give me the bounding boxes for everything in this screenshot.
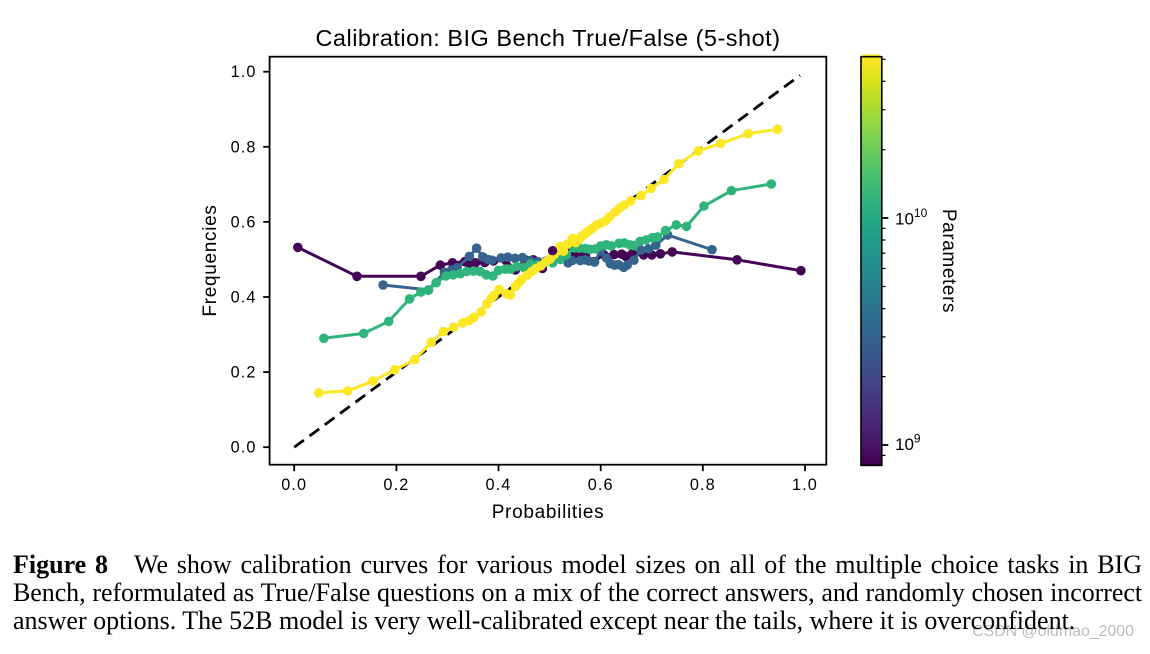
svg-text:109: 109 [895,432,921,455]
svg-text:0.8: 0.8 [690,476,716,494]
svg-text:0.2: 0.2 [231,364,257,382]
svg-text:0.0: 0.0 [281,476,307,494]
svg-text:0.6: 0.6 [231,213,257,231]
svg-text:Probabilities: Probabilities [492,502,605,523]
svg-text:1.0: 1.0 [231,63,257,81]
svg-text:1010: 1010 [895,206,928,229]
svg-text:0.8: 0.8 [231,138,257,156]
svg-text:Parameters: Parameters [938,209,959,313]
svg-text:Frequencies: Frequencies [200,204,221,316]
svg-text:1.0: 1.0 [792,476,818,494]
svg-text:Calibration: BIG Bench True/Fa: Calibration: BIG Bench True/False (5-sho… [315,25,780,51]
svg-text:0.4: 0.4 [231,289,257,307]
svg-text:0.0: 0.0 [231,439,257,457]
svg-text:0.4: 0.4 [486,476,512,494]
svg-text:0.2: 0.2 [383,476,409,494]
svg-text:CSDN @oldmao_2000: CSDN @oldmao_2000 [972,623,1134,640]
svg-text:0.6: 0.6 [588,476,614,494]
